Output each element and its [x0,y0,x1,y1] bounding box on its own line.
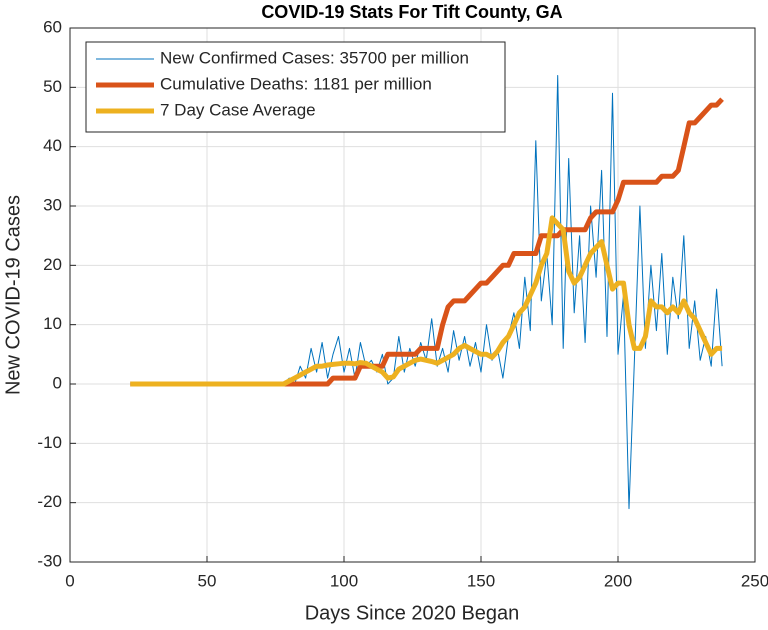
y-tick-label: 30 [43,195,62,214]
x-tick-label: 100 [330,571,358,590]
series-line [130,215,723,387]
y-tick-label: 0 [53,373,62,392]
x-tick-label: 200 [604,571,632,590]
x-tick-label: 250 [741,571,768,590]
legend-label: New Confirmed Cases: 35700 per million [160,48,469,67]
y-tick-label: -10 [37,433,62,452]
y-tick-label: 40 [43,136,62,155]
legend-label: Cumulative Deaths: 1181 per million [160,74,432,93]
y-tick-label: -30 [37,551,62,570]
legend-box [85,41,506,133]
x-tick-label: 150 [467,571,495,590]
y-tick-label: 20 [43,255,62,274]
legend-label: 7 Day Case Average [160,100,316,119]
y-tick-label: -20 [37,492,62,511]
y-tick-label: 50 [43,77,62,96]
x-tick-label: 50 [198,571,217,590]
y-tick-label: 60 [43,17,62,36]
x-tick-label: 0 [65,571,74,590]
x-axis-label: Days Since 2020 Began [305,602,520,624]
y-axis-label: New COVID-19 Cases [2,195,24,395]
chart-title: COVID-19 Stats For Tift County, GA [261,2,562,22]
legend: New Confirmed Cases: 35700 per million Cu… [85,41,506,133]
axes-box [69,27,756,563]
y-tick-label: 10 [43,314,62,333]
